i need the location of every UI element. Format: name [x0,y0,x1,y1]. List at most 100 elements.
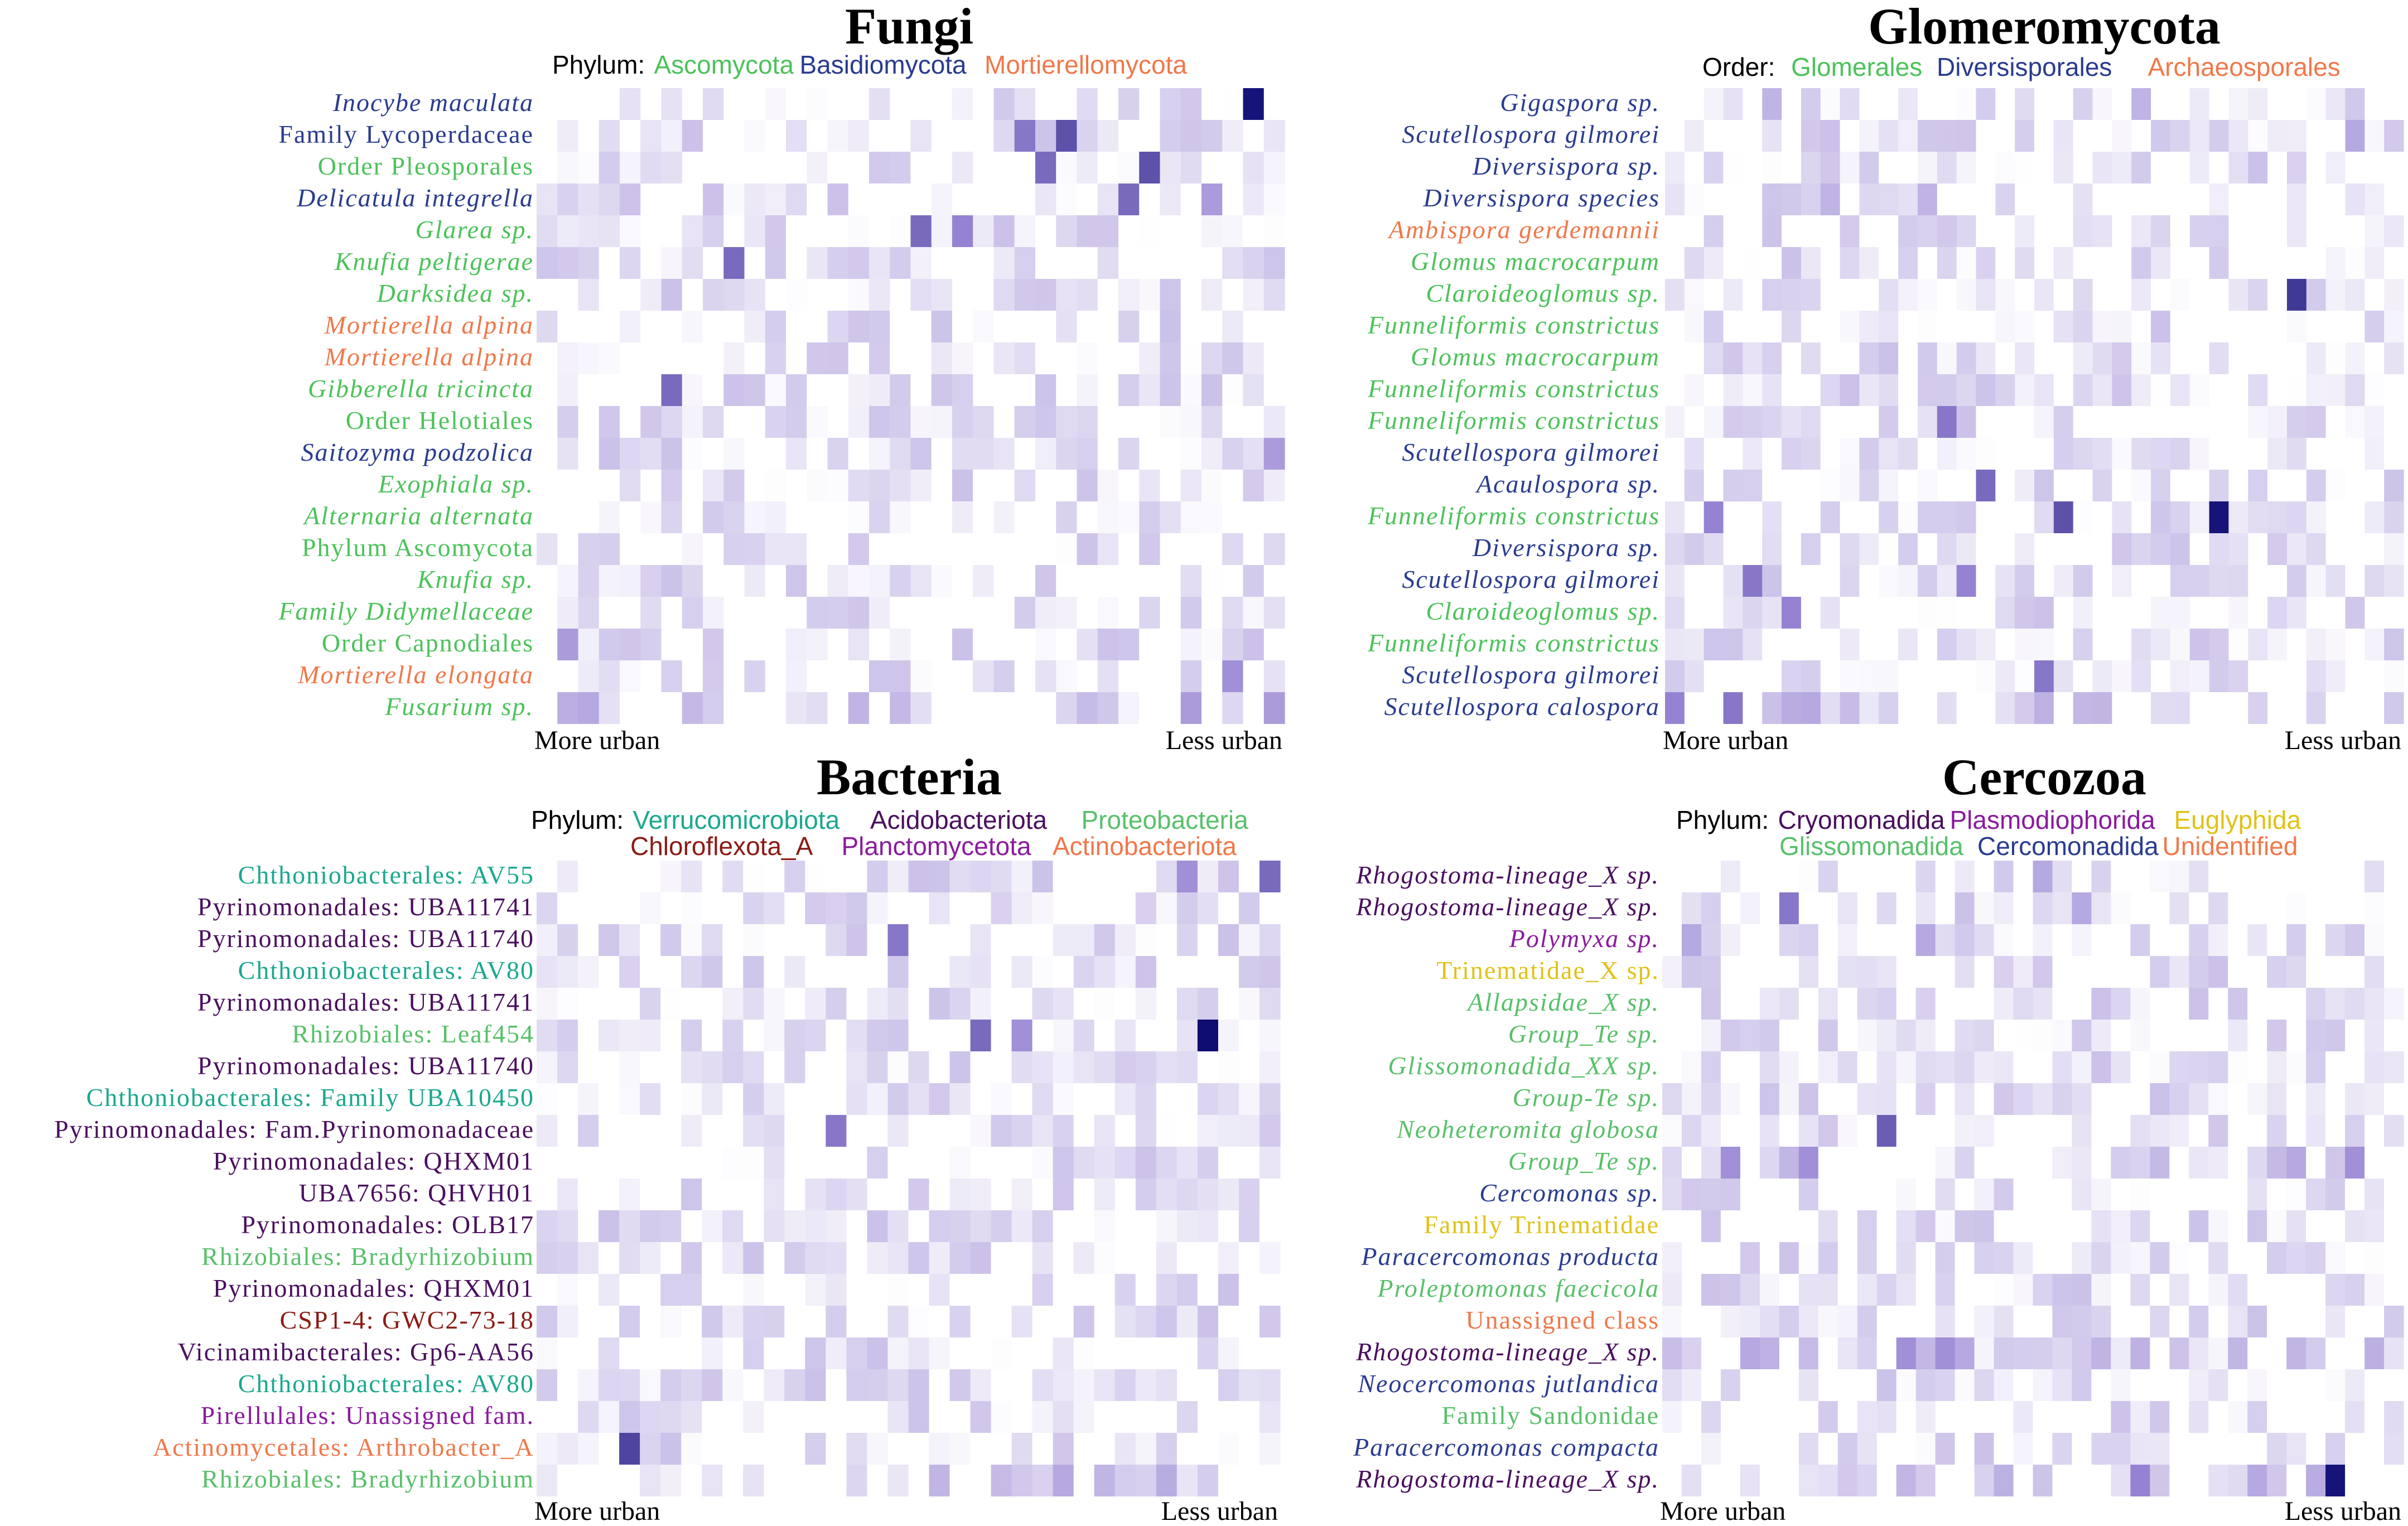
heatmap-cell [681,1147,702,1179]
heatmap-cell [1094,892,1116,924]
heatmap-cell [557,88,579,120]
heatmap-row [537,861,1281,892]
heatmap-cell [1995,692,2015,724]
heatmap-cell [765,629,786,660]
heatmap-cell [2345,183,2365,215]
heatmap-cell [619,1433,640,1465]
heatmap-cell [1238,1401,1260,1433]
heatmap-cell [1857,924,1878,956]
heatmap-cell [993,470,1015,501]
heatmap-cell [2169,988,2189,1020]
heatmap-cell [537,1306,558,1337]
heatmap-cell [1097,88,1119,120]
heatmap-cell [1857,1083,1878,1115]
heatmap-cell [1180,660,1202,692]
heatmap-cell [2052,956,2073,988]
heatmap-cell [2151,470,2171,501]
heatmap-cell [1094,861,1116,892]
heatmap-cell [557,152,579,183]
heatmap-cell [2345,629,2365,660]
heatmap-cell [1976,660,1996,692]
heatmap-cell [620,438,641,470]
heatmap-cell [1681,892,1702,924]
heatmap-cell [1201,629,1223,660]
heatmap-cell [931,374,953,406]
heatmap-cell [702,988,723,1020]
heatmap-cell [1014,660,1036,692]
heatmap-cell [1704,279,1724,311]
heatmap-cell [2015,406,2035,438]
heatmap-cell [949,1179,971,1210]
heatmap-cell [1762,88,1782,120]
heatmap-cell [2345,1147,2365,1179]
heatmap-cell [1723,470,1743,501]
heatmap-cell [2267,629,2288,660]
heatmap-cell [1176,924,1198,956]
heatmap-cell [2208,1179,2228,1210]
heatmap-cell [2306,988,2326,1020]
heatmap-cell [1259,1147,1281,1179]
heatmap-cell [640,956,661,988]
heatmap-cell [2286,1306,2306,1337]
heatmap-cell [993,311,1015,342]
heatmap-cell [1840,152,1860,183]
heatmap-cell [703,120,724,152]
heatmap-cell [2091,1115,2111,1147]
heatmap-cell [1879,311,1899,342]
heatmap-cell [2286,1433,2306,1465]
heatmap-cell [1014,311,1036,342]
heatmap-cell [827,660,849,692]
heatmap-cell [2364,247,2385,279]
heatmap-cell [1035,533,1056,565]
heatmap-cell [1097,215,1119,247]
heatmap-cell [2384,88,2404,120]
heatmap-cell [1759,1179,1780,1210]
heatmap-cell [2112,470,2132,501]
heatmap-cell [1917,247,1938,279]
heatmap-cell [1917,183,1938,215]
heatmap-cell [2306,1274,2326,1306]
heatmap-cell [640,120,662,152]
heatmap-cell [599,470,620,501]
heatmap-cell [537,183,558,215]
heatmap-cell [910,597,932,629]
heatmap-cell [1955,892,1975,924]
heatmap-cell [557,1210,578,1242]
heatmap-cell [1684,692,1705,724]
heatmap-cell [952,152,973,183]
heatmap-row [1665,438,2404,470]
heatmap-cell [970,1051,992,1083]
heatmap-cell [929,1274,950,1306]
heatmap-cell [2286,120,2307,152]
heatmap-cell [910,152,932,183]
heatmap-cell [640,215,662,247]
row-label: Alternaria alternata [302,501,534,530]
heatmap-cell [744,501,766,533]
heatmap-cell [1915,924,1936,956]
heatmap-row [1665,501,2404,533]
heatmap-cell [2072,1465,2092,1496]
legend-entry: Mortierellomycota [985,50,1187,79]
heatmap-cell [826,1115,847,1147]
heatmap-cell [1156,1369,1178,1401]
heatmap-cell [869,183,890,215]
heatmap-cell [537,597,558,629]
heatmap-cell [599,1337,620,1369]
heatmap-cell [743,1083,764,1115]
heatmap-cell [1743,247,1763,279]
heatmap-cell [1681,1051,1702,1083]
heatmap-cell [2052,1242,2073,1274]
heatmap-cell [1014,438,1036,470]
heatmap-cell [1662,1369,1682,1401]
heatmap-cell [1035,597,1056,629]
heatmap-cell [2384,988,2404,1020]
heatmap-cell [1955,1242,1975,1274]
heatmap-cell [2325,1337,2346,1369]
heatmap-cell [703,279,724,311]
heatmap-cell [931,692,953,724]
heatmap-cell [537,1274,558,1306]
heatmap-cell [2072,1179,2092,1210]
heatmap-cell [620,501,641,533]
heatmap-cell [537,924,558,956]
heatmap-cell [1135,956,1157,988]
